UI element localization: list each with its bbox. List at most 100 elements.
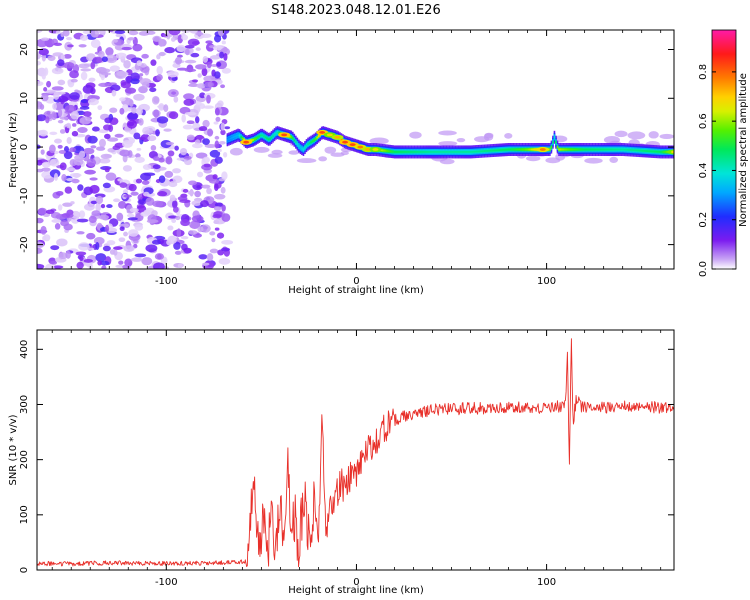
noise-blob (88, 215, 97, 224)
noise-blob (180, 219, 190, 227)
noise-blob (123, 245, 135, 252)
ridge-segment (561, 148, 563, 151)
ridge-segment (438, 151, 440, 153)
noise-blob (57, 59, 65, 67)
ridge-segment (240, 136, 242, 138)
ridge-segment (444, 151, 446, 153)
noise-blob (202, 138, 210, 146)
ridge-segment (497, 149, 499, 152)
ridge-segment (302, 148, 305, 151)
ridge-segment (462, 151, 464, 153)
ridge-segment (471, 150, 474, 153)
ridge-segment (441, 151, 443, 153)
noise-halo (438, 130, 457, 136)
noise-blob (51, 219, 62, 223)
ridge-segment (658, 150, 661, 153)
ridge-segment (269, 138, 271, 140)
ridge-segment (503, 148, 506, 151)
noise-halo (340, 151, 349, 156)
noise-blob (138, 118, 144, 126)
ridge-segment (463, 151, 466, 153)
noise-blob (70, 110, 80, 120)
noise-blob (120, 81, 132, 89)
ridge-segment (384, 149, 387, 152)
noise-blob (104, 167, 110, 173)
noise-blob (61, 212, 74, 219)
ridge-segment (634, 149, 636, 152)
noise-blob (47, 55, 56, 61)
noise-blob (221, 171, 228, 180)
noise-blob (200, 33, 212, 39)
noise-blob (136, 205, 147, 213)
ridge-segment (565, 148, 568, 151)
ridge-segment (340, 138, 343, 141)
noise-blob (53, 102, 65, 111)
snr-y-tick-label: 0 (19, 567, 30, 573)
noise-halo (456, 138, 466, 143)
noise-blob (182, 124, 194, 130)
ridge-segment (500, 149, 503, 151)
colorbar-gradient (711, 29, 737, 270)
noise-blob (69, 92, 80, 100)
ridge-segment (482, 150, 484, 153)
ridge-segment (403, 151, 405, 153)
noise-blob (141, 180, 150, 185)
noise-blob (63, 53, 72, 59)
ridge-segment (474, 150, 477, 153)
ridge-segment (448, 151, 451, 153)
ridge-segment (428, 151, 431, 153)
noise-blob (104, 117, 112, 124)
noise-blob (197, 73, 202, 78)
snr-line-layer (37, 338, 674, 568)
noise-blob (185, 48, 190, 56)
noise-blob (205, 40, 213, 44)
noise-blob (112, 38, 118, 43)
ridge-segment (468, 151, 471, 153)
noise-blob (76, 231, 85, 235)
noise-blob (213, 193, 226, 200)
ridge-segment (549, 148, 551, 151)
noise-blob (201, 67, 208, 77)
noise-blob (66, 137, 72, 144)
noise-blob (77, 63, 90, 69)
ridge-segment (637, 149, 639, 152)
noise-blob (212, 214, 222, 219)
noise-blob (102, 124, 112, 131)
noise-blob (221, 204, 226, 212)
noise-blob (209, 248, 219, 254)
noise-blob (153, 109, 160, 118)
ridge-segment (395, 151, 398, 153)
noise-blob (75, 251, 87, 256)
noise-blob (90, 200, 98, 205)
noise-blob (190, 52, 200, 58)
noise-halo (296, 158, 317, 164)
noise-blob (156, 116, 169, 124)
noise-blob (40, 225, 47, 235)
ridge-segment (521, 148, 524, 151)
noise-blob (57, 119, 64, 124)
noise-blob (216, 61, 222, 67)
noise-blob (158, 38, 164, 47)
noise-blob (91, 210, 101, 217)
noise-blob (45, 209, 55, 214)
noise-blob (104, 224, 110, 233)
noise-blob (111, 89, 117, 97)
noise-blob (38, 48, 49, 56)
noise-blob (54, 223, 61, 230)
noise-blob (195, 101, 202, 107)
noise-blob (172, 200, 178, 209)
noise-blob (153, 96, 160, 104)
noise-blob (214, 227, 220, 231)
noise-blob (224, 126, 231, 130)
noise-halo (627, 131, 646, 140)
noise-blob (158, 157, 165, 163)
ridge-segment (296, 143, 299, 146)
noise-blob (216, 232, 225, 239)
noise-blob (63, 151, 73, 160)
ridge-segment (588, 148, 591, 151)
ridge-segment (273, 133, 276, 136)
ridge-segment (518, 148, 521, 151)
colorbar-tick-label: 0.8 (698, 64, 709, 80)
noise-blob (82, 111, 92, 117)
noise-blob (211, 63, 218, 67)
